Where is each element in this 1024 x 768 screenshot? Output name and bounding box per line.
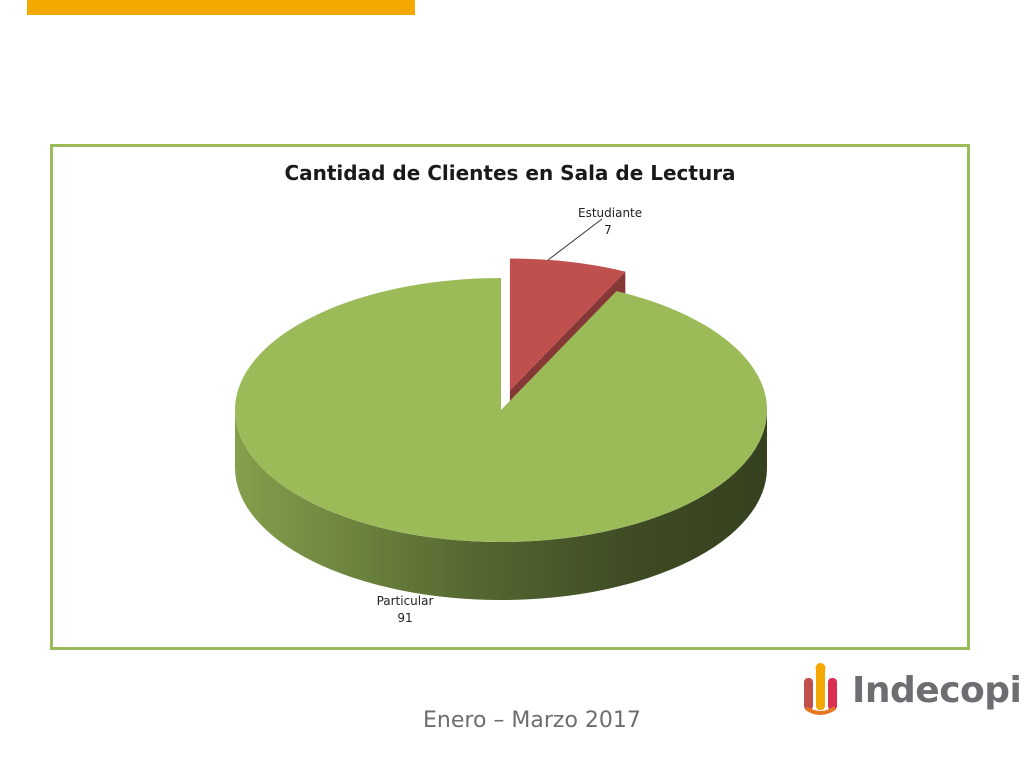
slice-label-name: Estudiante (578, 206, 643, 220)
leader-line-estudiante (547, 218, 603, 261)
slice-label-particular: Particular 91 (375, 593, 435, 627)
slice-estudiante (509, 258, 626, 391)
slice-label-estudiante: Estudiante 7 (578, 205, 643, 239)
pie-chart (234, 218, 767, 600)
logo-text: Indecopi (852, 670, 1022, 711)
slice-label-name: Particular (376, 594, 434, 608)
slice-label-value: 7 (604, 223, 612, 237)
slice-side-particular (235, 410, 767, 600)
footer-period: Enero – Marzo 2017 (423, 708, 641, 733)
chart-title: Cantidad de Clientes en Sala de Lectura (284, 161, 736, 185)
accent-bar (27, 0, 415, 15)
indecopi-logo (804, 663, 837, 715)
slice-label-value: 91 (397, 611, 413, 625)
chart-frame: Cantidad de Clientes en Sala de Lectura … (50, 144, 970, 650)
slice-particular (234, 278, 767, 542)
